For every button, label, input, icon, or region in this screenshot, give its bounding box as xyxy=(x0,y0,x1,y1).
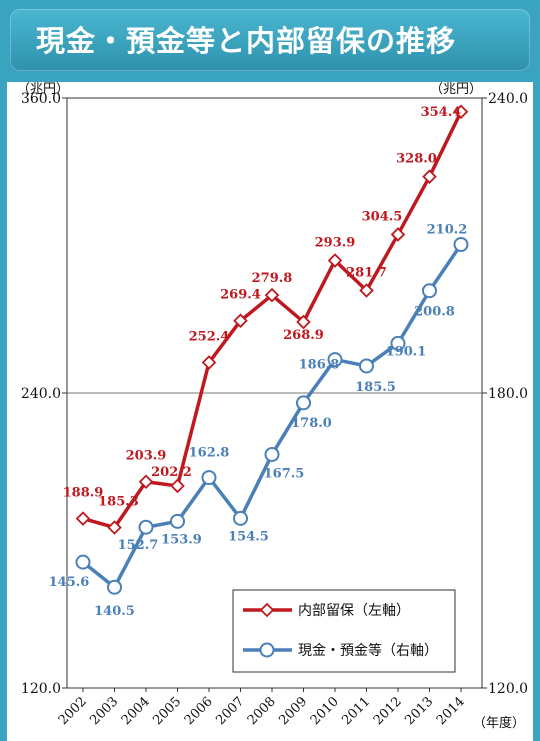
header-banner: 現金・預金等と内部留保の推移 xyxy=(0,0,540,82)
data-point-cash-deposits xyxy=(359,358,374,374)
data-label-internal-reserves: 354.4 xyxy=(421,105,462,120)
x-axis-tick-label: 2014 xyxy=(434,694,468,728)
right-axis-tick-label: 120.0 xyxy=(488,681,528,697)
x-axis-tick-label: 2006 xyxy=(182,694,216,728)
legend-marker-internal-reserves xyxy=(259,602,275,618)
data-label-cash-deposits: 152.7 xyxy=(118,538,159,553)
data-point-internal-reserves xyxy=(359,283,374,298)
legend-label-cash-deposits: 現金・預金等（右軸） xyxy=(298,642,438,659)
data-point-cash-deposits xyxy=(422,283,437,299)
data-point-internal-reserves xyxy=(453,104,469,120)
data-label-internal-reserves: 304.5 xyxy=(362,209,403,224)
page-title: 現金・預金等と内部留保の推移 xyxy=(36,24,457,58)
left-border xyxy=(0,82,7,741)
data-label-internal-reserves: 185.3 xyxy=(98,494,139,509)
legend-label-internal-reserves: 内部留保（左軸） xyxy=(298,603,410,619)
data-point-cash-deposits xyxy=(170,513,185,529)
right-axis-tick-label: 180.0 xyxy=(488,386,528,402)
data-point-cash-deposits xyxy=(75,554,91,570)
data-point-internal-reserves xyxy=(75,511,91,526)
data-label-cash-deposits: 190.1 xyxy=(386,344,427,359)
data-point-cash-deposits xyxy=(264,446,280,462)
data-point-cash-deposits xyxy=(233,510,248,526)
left-axis-tick-label: 360.0 xyxy=(21,91,61,107)
data-point-cash-deposits xyxy=(327,352,343,368)
data-label-internal-reserves: 202.2 xyxy=(151,465,192,480)
data-point-internal-reserves xyxy=(201,355,217,370)
data-point-internal-reserves xyxy=(296,314,311,330)
data-label-internal-reserves: 269.4 xyxy=(220,288,261,303)
data-point-internal-reserves xyxy=(138,474,154,490)
x-axis-tick-label: 2010 xyxy=(308,694,342,728)
x-axis-tick-label: 2009 xyxy=(276,694,310,728)
data-label-cash-deposits: 154.5 xyxy=(228,529,269,544)
x-axis-tick-label: 2004 xyxy=(119,694,153,728)
x-axis-unit: （年度） xyxy=(473,715,525,731)
data-point-cash-deposits xyxy=(201,470,217,486)
right-axis-tick-label: 240.0 xyxy=(488,91,528,107)
x-axis-tick-label: 2008 xyxy=(245,694,279,728)
data-point-cash-deposits xyxy=(138,519,154,535)
data-label-cash-deposits: 145.6 xyxy=(49,575,90,590)
data-label-internal-reserves: 268.9 xyxy=(283,328,324,343)
data-label-cash-deposits: 200.8 xyxy=(414,305,455,320)
data-point-internal-reserves xyxy=(327,253,343,268)
data-point-internal-reserves xyxy=(170,478,185,494)
left-axis-tick-label: 120.0 xyxy=(21,681,61,697)
data-label-cash-deposits: 185.5 xyxy=(355,380,396,395)
x-axis-tick-label: 2013 xyxy=(402,694,436,728)
data-label-cash-deposits: 140.5 xyxy=(94,604,135,619)
left-axis-tick-label: 240.0 xyxy=(21,386,61,402)
x-axis-tick-label: 2005 xyxy=(150,694,184,728)
data-label-internal-reserves: 279.8 xyxy=(252,271,293,286)
data-label-cash-deposits: 167.5 xyxy=(264,466,305,481)
left-axis-unit: （兆円） xyxy=(17,82,69,97)
data-point-internal-reserves xyxy=(107,520,122,535)
data-point-cash-deposits xyxy=(390,335,406,351)
right-axis-unit: （兆円） xyxy=(430,82,482,97)
data-label-cash-deposits: 210.2 xyxy=(427,223,468,238)
x-axis-tick-label: 2007 xyxy=(213,694,247,728)
x-axis-tick-label: 2012 xyxy=(371,694,405,728)
data-label-internal-reserves: 188.9 xyxy=(63,486,104,501)
data-label-cash-deposits: 186.8 xyxy=(299,358,340,373)
title-panel xyxy=(10,9,530,71)
data-label-internal-reserves: 293.9 xyxy=(315,235,356,250)
data-point-cash-deposits xyxy=(296,395,311,411)
x-axis-tick-label: 2003 xyxy=(87,694,121,728)
data-label-cash-deposits: 178.0 xyxy=(291,416,332,431)
data-point-internal-reserves xyxy=(264,287,280,303)
data-label-internal-reserves: 203.9 xyxy=(126,449,167,464)
data-label-cash-deposits: 153.9 xyxy=(161,532,202,547)
x-axis-tick-label: 2002 xyxy=(56,694,90,728)
data-point-cash-deposits xyxy=(107,579,122,595)
data-point-cash-deposits xyxy=(453,237,469,253)
data-point-internal-reserves xyxy=(390,227,406,242)
right-border xyxy=(533,82,540,741)
data-point-internal-reserves xyxy=(233,313,248,328)
data-label-internal-reserves: 281.7 xyxy=(346,265,387,280)
legend-box xyxy=(232,589,456,673)
data-label-internal-reserves: 328.0 xyxy=(396,152,437,167)
data-label-internal-reserves: 252.4 xyxy=(189,330,230,345)
data-label-cash-deposits: 162.8 xyxy=(189,446,230,461)
data-point-internal-reserves xyxy=(422,169,437,184)
legend-marker-cash-deposits xyxy=(259,642,275,658)
x-axis-tick-label: 2011 xyxy=(339,694,373,728)
